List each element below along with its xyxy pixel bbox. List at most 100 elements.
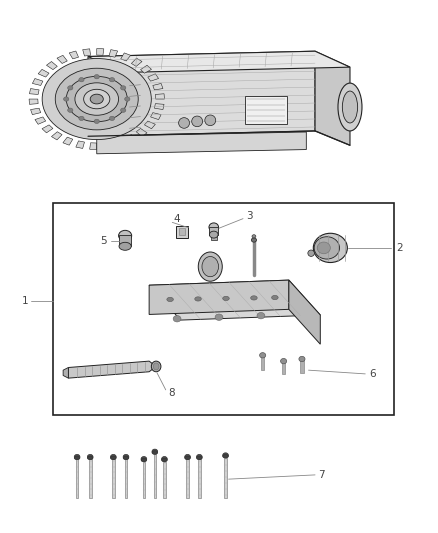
Polygon shape bbox=[103, 142, 111, 149]
Polygon shape bbox=[63, 368, 68, 378]
Text: 3: 3 bbox=[247, 211, 253, 221]
Ellipse shape bbox=[94, 119, 99, 124]
Bar bbox=[245, 96, 287, 124]
Ellipse shape bbox=[198, 252, 222, 281]
Ellipse shape bbox=[79, 78, 84, 82]
Ellipse shape bbox=[55, 68, 138, 130]
Bar bbox=[211, 233, 217, 240]
Ellipse shape bbox=[66, 76, 127, 122]
Polygon shape bbox=[136, 128, 147, 136]
Polygon shape bbox=[88, 51, 315, 136]
Ellipse shape bbox=[84, 90, 110, 109]
Ellipse shape bbox=[74, 456, 80, 460]
Polygon shape bbox=[29, 88, 39, 94]
Ellipse shape bbox=[152, 449, 158, 454]
Polygon shape bbox=[32, 78, 43, 85]
Ellipse shape bbox=[343, 91, 357, 123]
Ellipse shape bbox=[185, 456, 191, 460]
Polygon shape bbox=[148, 74, 159, 81]
Bar bbox=[186, 459, 189, 498]
Ellipse shape bbox=[119, 230, 132, 241]
Text: 7: 7 bbox=[318, 470, 325, 480]
Bar bbox=[176, 225, 187, 238]
Ellipse shape bbox=[215, 314, 223, 320]
Ellipse shape bbox=[313, 233, 347, 263]
Ellipse shape bbox=[119, 243, 131, 251]
Ellipse shape bbox=[94, 75, 99, 79]
Polygon shape bbox=[90, 143, 97, 150]
Ellipse shape bbox=[87, 455, 93, 459]
Ellipse shape bbox=[223, 453, 228, 458]
Polygon shape bbox=[151, 112, 161, 119]
Ellipse shape bbox=[281, 359, 287, 364]
Polygon shape bbox=[63, 137, 73, 145]
Text: 5: 5 bbox=[101, 236, 107, 246]
Polygon shape bbox=[68, 361, 152, 378]
Ellipse shape bbox=[67, 86, 73, 90]
Ellipse shape bbox=[251, 238, 257, 242]
Ellipse shape bbox=[120, 108, 126, 112]
Ellipse shape bbox=[179, 118, 190, 128]
Ellipse shape bbox=[185, 455, 191, 459]
Bar bbox=[224, 458, 227, 498]
Ellipse shape bbox=[308, 250, 314, 256]
Ellipse shape bbox=[202, 256, 219, 277]
Polygon shape bbox=[315, 51, 350, 146]
Bar bbox=[261, 356, 265, 370]
Ellipse shape bbox=[209, 231, 218, 238]
Bar bbox=[209, 227, 218, 235]
Ellipse shape bbox=[75, 83, 119, 115]
Ellipse shape bbox=[110, 78, 115, 82]
Polygon shape bbox=[97, 132, 306, 154]
Polygon shape bbox=[121, 53, 131, 61]
Bar bbox=[153, 454, 156, 498]
Polygon shape bbox=[57, 55, 67, 63]
Ellipse shape bbox=[251, 296, 257, 300]
Bar bbox=[125, 459, 127, 498]
Bar bbox=[89, 459, 92, 498]
Polygon shape bbox=[115, 139, 124, 147]
Bar bbox=[282, 361, 286, 374]
Polygon shape bbox=[141, 65, 152, 73]
Polygon shape bbox=[97, 49, 104, 55]
Bar bbox=[76, 459, 78, 498]
Ellipse shape bbox=[141, 458, 147, 462]
Bar bbox=[143, 462, 145, 498]
Ellipse shape bbox=[299, 357, 305, 362]
Polygon shape bbox=[35, 117, 46, 124]
Ellipse shape bbox=[205, 115, 216, 126]
Polygon shape bbox=[155, 103, 164, 110]
Ellipse shape bbox=[123, 455, 129, 459]
Polygon shape bbox=[88, 51, 350, 72]
Polygon shape bbox=[149, 280, 289, 314]
Ellipse shape bbox=[195, 297, 201, 301]
Ellipse shape bbox=[257, 312, 265, 319]
Polygon shape bbox=[42, 125, 53, 133]
Polygon shape bbox=[126, 135, 137, 143]
Ellipse shape bbox=[223, 296, 229, 301]
Polygon shape bbox=[153, 84, 163, 90]
Ellipse shape bbox=[123, 456, 129, 460]
Polygon shape bbox=[90, 68, 132, 130]
Ellipse shape bbox=[223, 455, 228, 458]
Polygon shape bbox=[46, 61, 57, 70]
Bar bbox=[112, 459, 115, 498]
Ellipse shape bbox=[197, 455, 202, 459]
Ellipse shape bbox=[314, 237, 339, 259]
Ellipse shape bbox=[120, 86, 126, 90]
Ellipse shape bbox=[74, 455, 80, 459]
Ellipse shape bbox=[173, 316, 181, 322]
Polygon shape bbox=[131, 58, 142, 66]
Polygon shape bbox=[38, 69, 49, 77]
Ellipse shape bbox=[338, 83, 362, 131]
Polygon shape bbox=[29, 99, 38, 104]
Text: 8: 8 bbox=[168, 388, 174, 398]
Polygon shape bbox=[69, 51, 78, 59]
Ellipse shape bbox=[272, 295, 278, 300]
Text: 2: 2 bbox=[396, 243, 403, 253]
Ellipse shape bbox=[153, 363, 159, 370]
Bar bbox=[53, 203, 394, 415]
Ellipse shape bbox=[209, 223, 219, 231]
Bar bbox=[300, 359, 304, 373]
Polygon shape bbox=[149, 280, 320, 320]
